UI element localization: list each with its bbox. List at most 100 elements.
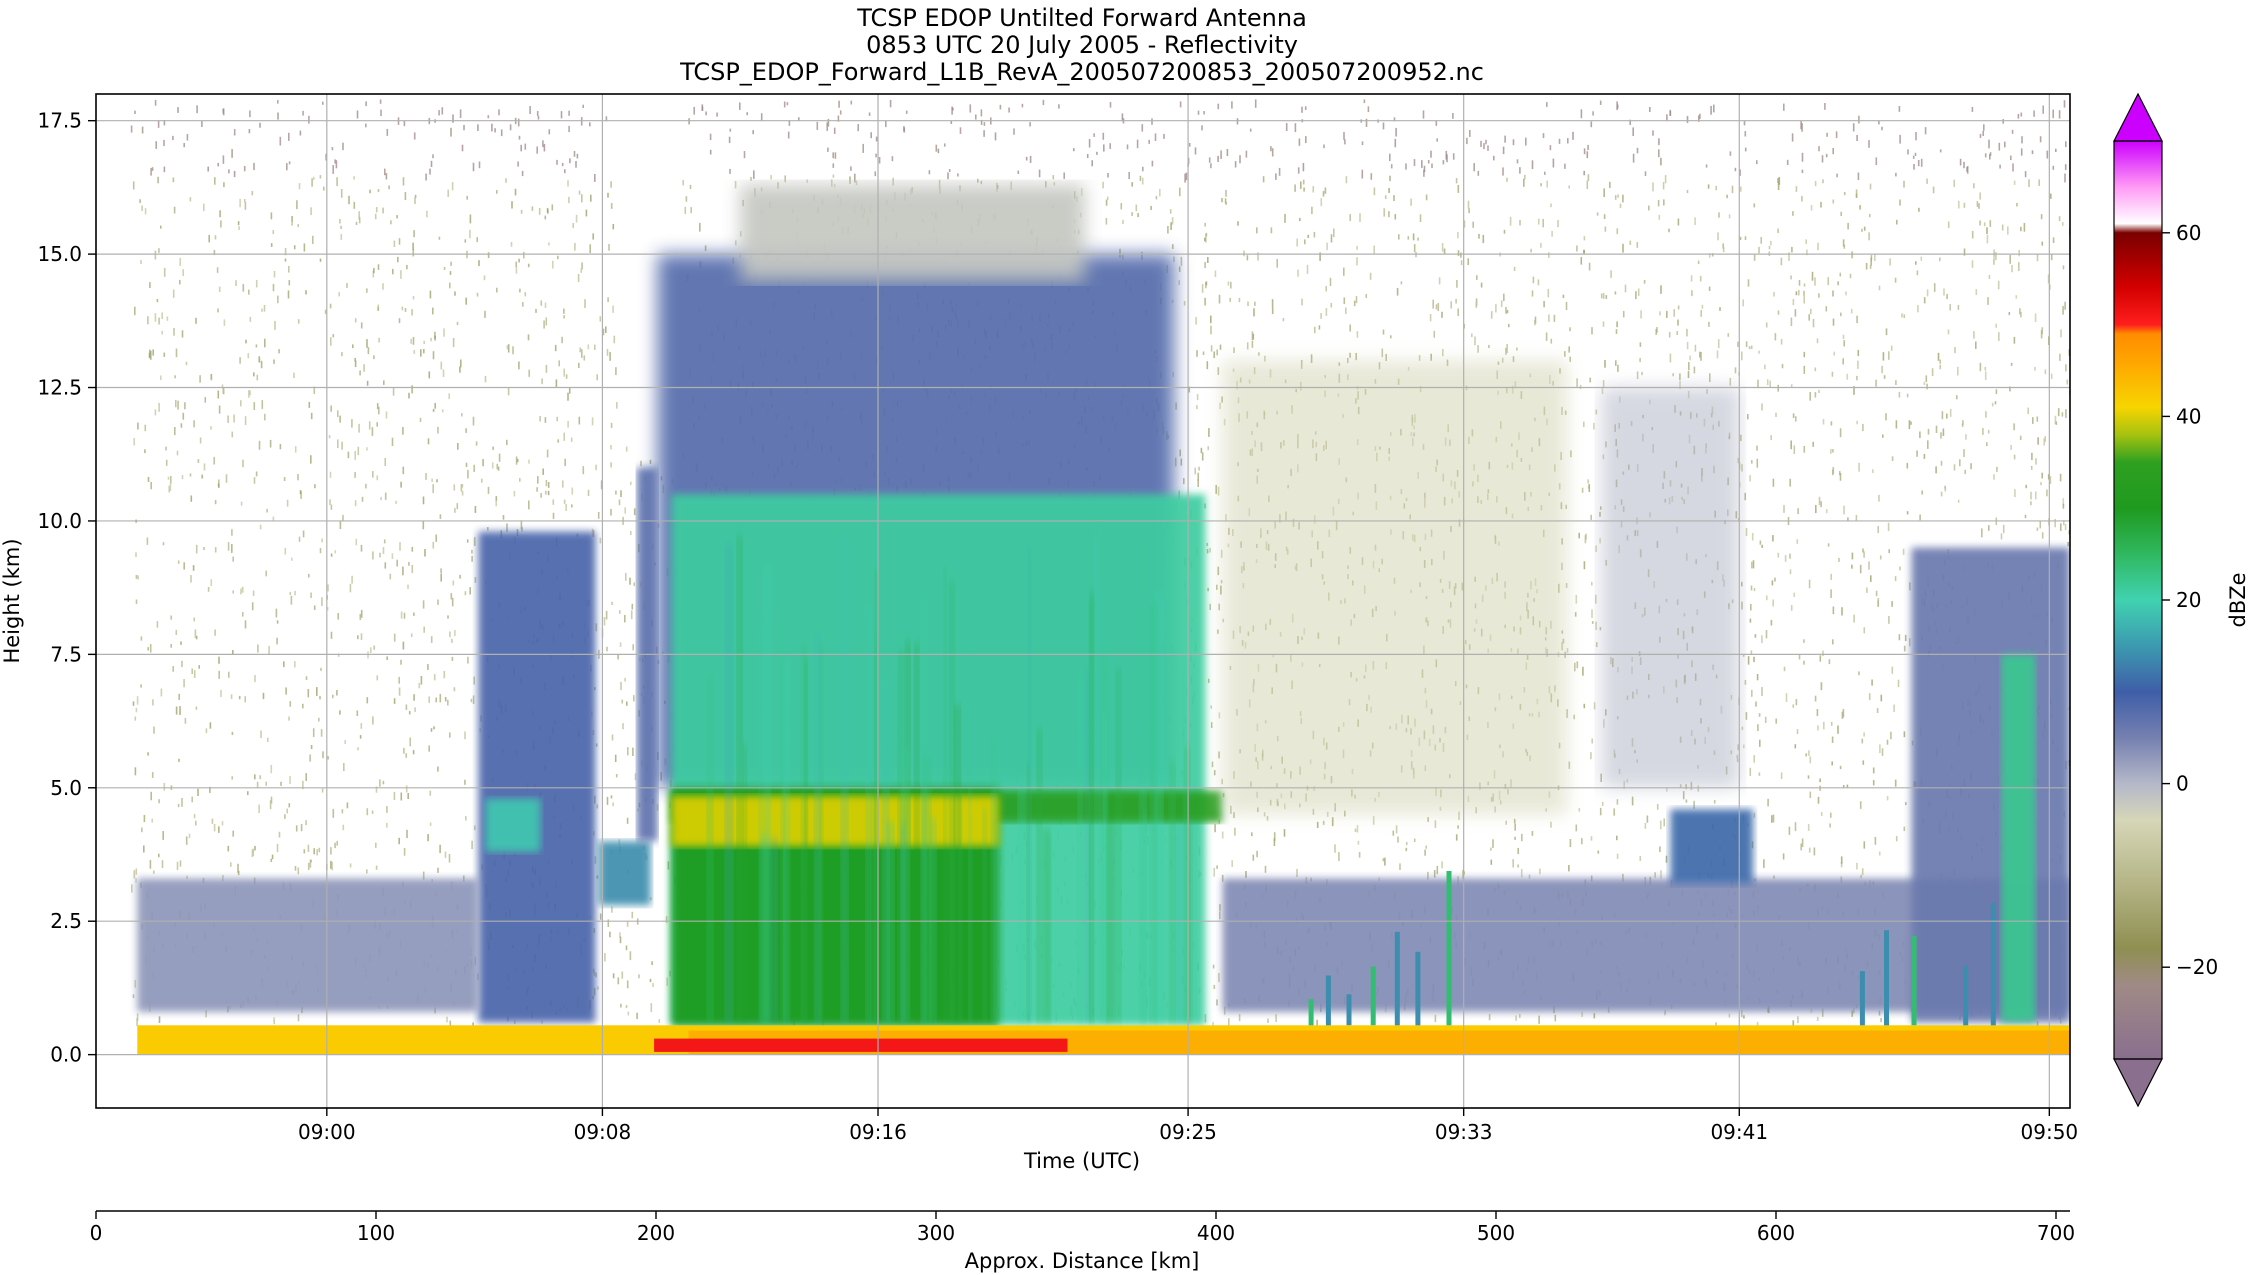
noise-speck — [1744, 147, 1747, 152]
noise-speck — [2065, 364, 2067, 372]
noise-speck — [1903, 645, 1906, 652]
noise-speck — [434, 402, 436, 409]
noise-speck — [1393, 117, 1396, 122]
noise-speck — [1890, 731, 1892, 740]
noise-speck — [1959, 459, 1961, 467]
noise-speck — [214, 177, 216, 185]
noise-speck — [449, 282, 451, 289]
noise-speck — [1840, 312, 1842, 317]
noise-speck — [568, 196, 570, 204]
noise-speck — [2019, 435, 2022, 441]
noise-speck — [1591, 327, 1593, 335]
noise-speck — [1832, 148, 1834, 155]
noise-speck — [1467, 200, 1470, 209]
noise-speck — [447, 699, 449, 706]
noise-speck — [427, 664, 429, 670]
noise-speck — [1399, 863, 1401, 870]
noise-speck — [432, 154, 434, 159]
noise-speck — [425, 473, 427, 480]
noise-speck — [1139, 175, 1142, 181]
noise-speck — [1923, 297, 1926, 304]
noise-speck — [1749, 767, 1752, 776]
noise-speck — [556, 416, 558, 422]
noise-speck — [405, 753, 407, 758]
noise-speck — [449, 1020, 452, 1030]
noise-speck — [1456, 280, 1458, 288]
noise-speck — [1457, 185, 1460, 193]
noise-speck — [1741, 581, 1743, 587]
noise-speck — [615, 774, 618, 778]
noise-speck — [340, 225, 342, 229]
noise-speck — [181, 474, 184, 480]
noise-speck — [1831, 761, 1833, 766]
noise-speck — [1174, 457, 1177, 467]
noise-speck — [1506, 310, 1509, 314]
noise-speck — [1818, 389, 1820, 393]
noise-speck — [573, 151, 576, 157]
noise-speck — [1639, 357, 1641, 363]
noise-speck — [1722, 247, 1725, 253]
noise-speck — [218, 670, 220, 679]
noise-speck — [305, 773, 307, 781]
noise-speck — [1567, 138, 1569, 144]
noise-speck — [1311, 206, 1313, 215]
noise-speck — [408, 711, 411, 715]
noise-speck — [448, 393, 450, 400]
noise-speck — [569, 158, 571, 164]
noise-speck — [1794, 309, 1797, 317]
noise-speck — [568, 110, 570, 116]
noise-speck — [434, 335, 436, 341]
noise-speck — [1783, 666, 1786, 672]
noise-speck — [1869, 213, 1871, 218]
noise-speck — [1798, 280, 1801, 286]
noise-speck — [1872, 767, 1875, 774]
noise-speck — [1753, 755, 1755, 763]
noise-speck — [473, 676, 475, 685]
noise-speck — [1767, 798, 1769, 807]
noise-speck — [1791, 133, 1794, 142]
noise-speck — [613, 335, 616, 344]
noise-speck — [1405, 163, 1407, 170]
noise-speck — [232, 650, 234, 655]
noise-speck — [1393, 195, 1395, 201]
noise-speck — [1766, 379, 1769, 386]
noise-speck — [568, 387, 571, 394]
noise-speck — [2063, 100, 2066, 108]
noise-speck — [1652, 130, 1654, 136]
noise-speck — [402, 641, 405, 650]
noise-speck — [1824, 103, 1826, 110]
noise-speck — [1323, 144, 1325, 149]
noise-speck — [263, 305, 266, 312]
noise-speck — [1322, 820, 1325, 825]
noise-speck — [1519, 1013, 1521, 1018]
noise-speck — [1631, 796, 1634, 806]
noise-speck — [230, 862, 232, 867]
noise-speck — [1891, 666, 1894, 674]
noise-speck — [1795, 699, 1798, 706]
noise-speck — [238, 226, 240, 231]
noise-speck — [1803, 639, 1805, 643]
noise-speck — [1319, 252, 1321, 261]
noise-speck — [620, 490, 622, 497]
noise-speck — [1480, 282, 1483, 288]
noise-speck — [515, 261, 517, 268]
noise-speck — [1219, 911, 1221, 920]
noise-speck — [1142, 166, 1144, 172]
noise-speck — [1919, 514, 1921, 521]
noise-speck — [412, 249, 415, 257]
noise-speck — [1800, 843, 1802, 851]
noise-speck — [158, 853, 160, 858]
noise-speck — [1820, 501, 1822, 508]
noise-speck — [599, 316, 602, 322]
noise-speck — [1516, 159, 1519, 164]
noise-speck — [310, 859, 312, 863]
noise-speck — [1905, 802, 1907, 806]
noise-speck — [1942, 428, 1945, 436]
noise-speck — [849, 176, 851, 184]
noise-speck — [299, 130, 302, 136]
noise-speck — [2052, 165, 2055, 170]
noise-speck — [1881, 748, 1884, 756]
noise-speck — [1979, 133, 1982, 138]
noise-speck — [1437, 303, 1440, 312]
noise-speck — [1988, 275, 1991, 279]
